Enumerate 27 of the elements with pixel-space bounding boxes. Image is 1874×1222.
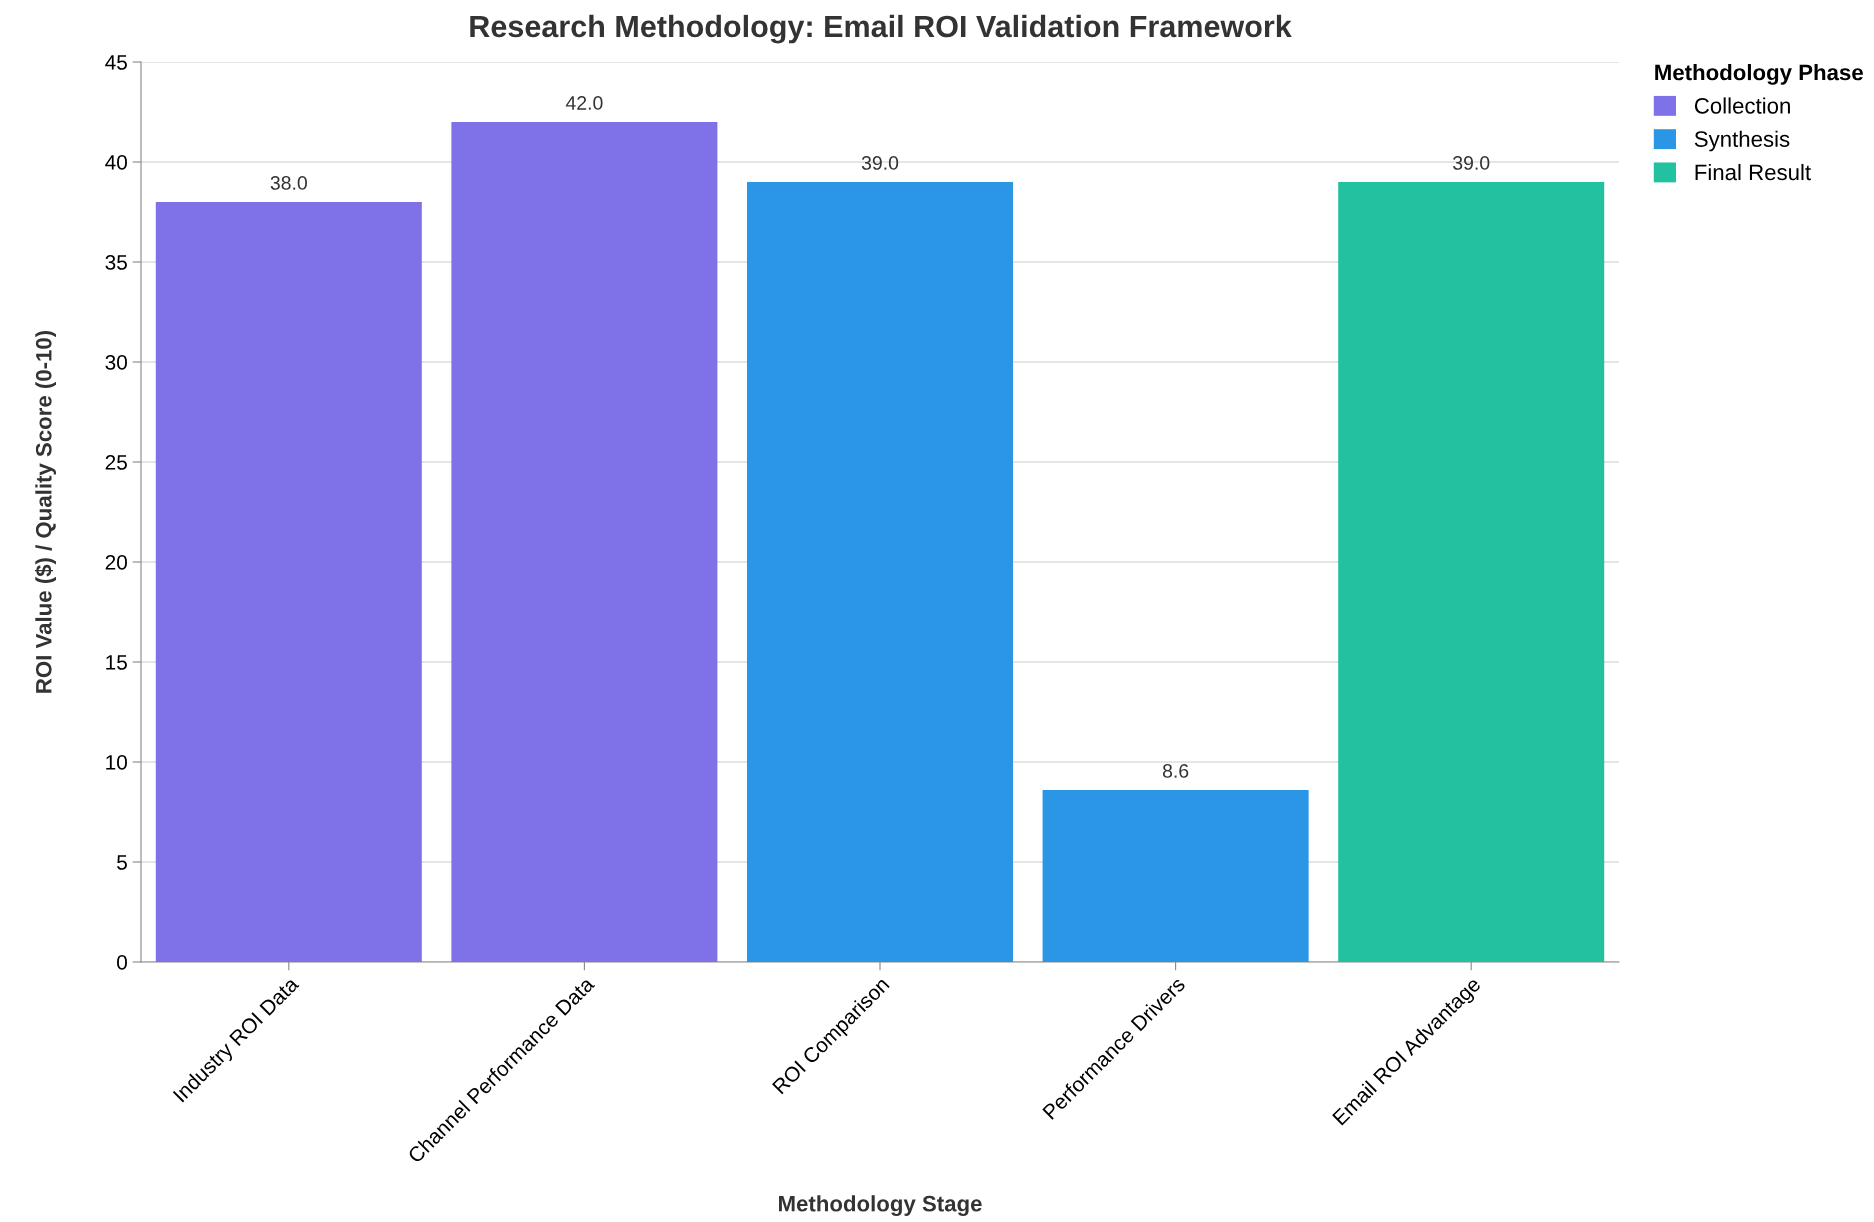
bar [155, 202, 422, 962]
legend-title: Methodology Phase [1655, 64, 1863, 85]
y-tick-label: 5 [117, 855, 127, 870]
y-tick-label: 0 [117, 955, 127, 970]
bar [746, 182, 1014, 962]
text: 39.0 [861, 156, 899, 170]
y-axis-title: ROI Value ($) / Quality Score (0-10) [34, 330, 57, 693]
legend-label: Collection [1694, 97, 1790, 114]
legend-label: Final Result [1695, 163, 1811, 181]
chart-title: Research Methodology: Email ROI Validation Framework [470, 14, 1292, 44]
x-axis-title: Methodology Stage [779, 1195, 982, 1217]
y-tick-label: 35 [105, 255, 127, 270]
legend-label: Synthesis [1694, 130, 1790, 152]
text: 38.0 [270, 176, 307, 190]
text: 39.0 [1453, 156, 1490, 170]
bar [1338, 182, 1605, 962]
bar [451, 122, 718, 962]
y-tick-label: 40 [105, 155, 127, 170]
y-tick-label: 15 [106, 655, 127, 670]
y-tick-label: 20 [105, 555, 127, 570]
text: 42.0 [565, 96, 603, 110]
y-tick-label: 10 [106, 755, 127, 770]
y-tick-label: 25 [105, 455, 127, 470]
text: 8.6 [1162, 764, 1189, 778]
y-tick-label: 45 [105, 55, 127, 70]
bar [1042, 790, 1309, 962]
y-tick-label: 30 [105, 355, 127, 370]
